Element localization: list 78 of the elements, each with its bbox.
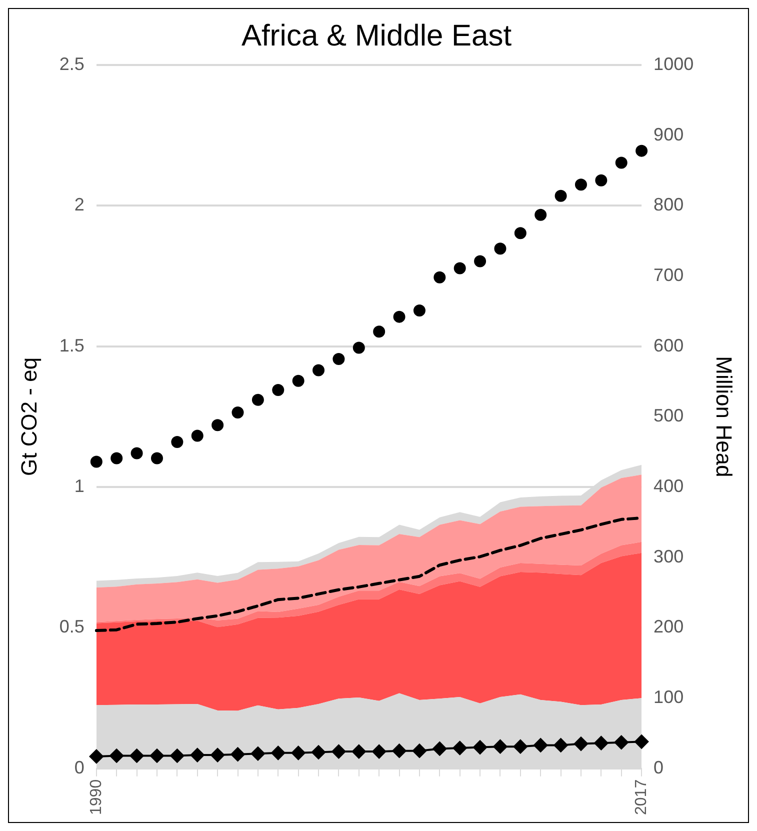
point: [90, 456, 102, 468]
point: [312, 745, 326, 760]
point: [212, 419, 224, 432]
y-tick-label: 1.5: [59, 335, 84, 356]
point: [190, 748, 204, 762]
y2-axis-title: Million Head: [712, 356, 737, 478]
point: [171, 436, 184, 448]
point: [554, 190, 567, 202]
y2-tick-label: 700: [654, 264, 684, 285]
y2-tick-label: 800: [654, 194, 684, 215]
y-tick-label: 2.5: [59, 54, 84, 74]
point: [110, 748, 124, 763]
point: [332, 353, 345, 366]
point: [614, 735, 628, 750]
point: [494, 242, 506, 255]
point: [392, 744, 406, 758]
point: [594, 736, 608, 750]
y2-tick-label: 0: [654, 757, 664, 778]
y-axis-title: Gt CO2 - eq: [16, 357, 42, 476]
y-tick-label: 2: [74, 194, 84, 215]
point: [89, 749, 104, 764]
point: [191, 430, 204, 442]
point: [252, 394, 264, 406]
point: [250, 746, 265, 761]
point: [432, 742, 447, 756]
x-tick-label: 1990: [88, 779, 105, 815]
y2-tick-label: 900: [654, 124, 684, 144]
point: [513, 740, 528, 754]
point: [352, 342, 365, 354]
point: [595, 174, 608, 186]
point: [272, 384, 284, 396]
point: [150, 748, 164, 763]
point: [454, 262, 466, 274]
point: [352, 744, 366, 759]
point: [514, 227, 526, 240]
point: [574, 178, 587, 191]
point: [554, 738, 568, 752]
point: [210, 748, 225, 762]
y2-tick-label: 300: [654, 546, 684, 566]
y2-tick-label: 500: [654, 406, 684, 426]
point: [473, 740, 488, 754]
point: [452, 741, 467, 756]
point: [332, 744, 346, 759]
y2-tick-label: 1000: [654, 54, 694, 74]
point: [534, 208, 547, 221]
point: [291, 746, 306, 760]
point: [130, 447, 143, 460]
y-tick-label: 0: [74, 757, 84, 778]
point: [372, 744, 386, 759]
point: [393, 310, 406, 323]
x-tick-label: 2017: [632, 779, 650, 815]
y2-tick-label: 100: [654, 687, 684, 708]
point: [110, 452, 123, 464]
point: [413, 304, 426, 316]
point: [373, 326, 386, 338]
point: [493, 740, 508, 754]
point: [634, 734, 649, 749]
point: [574, 736, 588, 751]
point: [170, 748, 184, 763]
point: [434, 271, 446, 284]
point: [271, 746, 286, 760]
y-tick-label: 1: [74, 476, 84, 496]
point: [150, 452, 163, 464]
y2-tick-label: 400: [654, 476, 684, 496]
point: [615, 156, 628, 169]
point: [232, 406, 244, 418]
y2-tick-label: 600: [654, 335, 684, 356]
chart-title: Africa & Middle East: [241, 19, 512, 52]
point: [312, 364, 325, 376]
y-tick-label: 0.5: [59, 616, 84, 637]
y2-tick-label: 200: [654, 616, 684, 637]
point: [230, 747, 245, 762]
point: [534, 738, 548, 752]
point: [636, 144, 648, 157]
point: [474, 255, 486, 268]
point: [412, 744, 426, 758]
point: [292, 374, 304, 387]
point: [130, 748, 144, 763]
